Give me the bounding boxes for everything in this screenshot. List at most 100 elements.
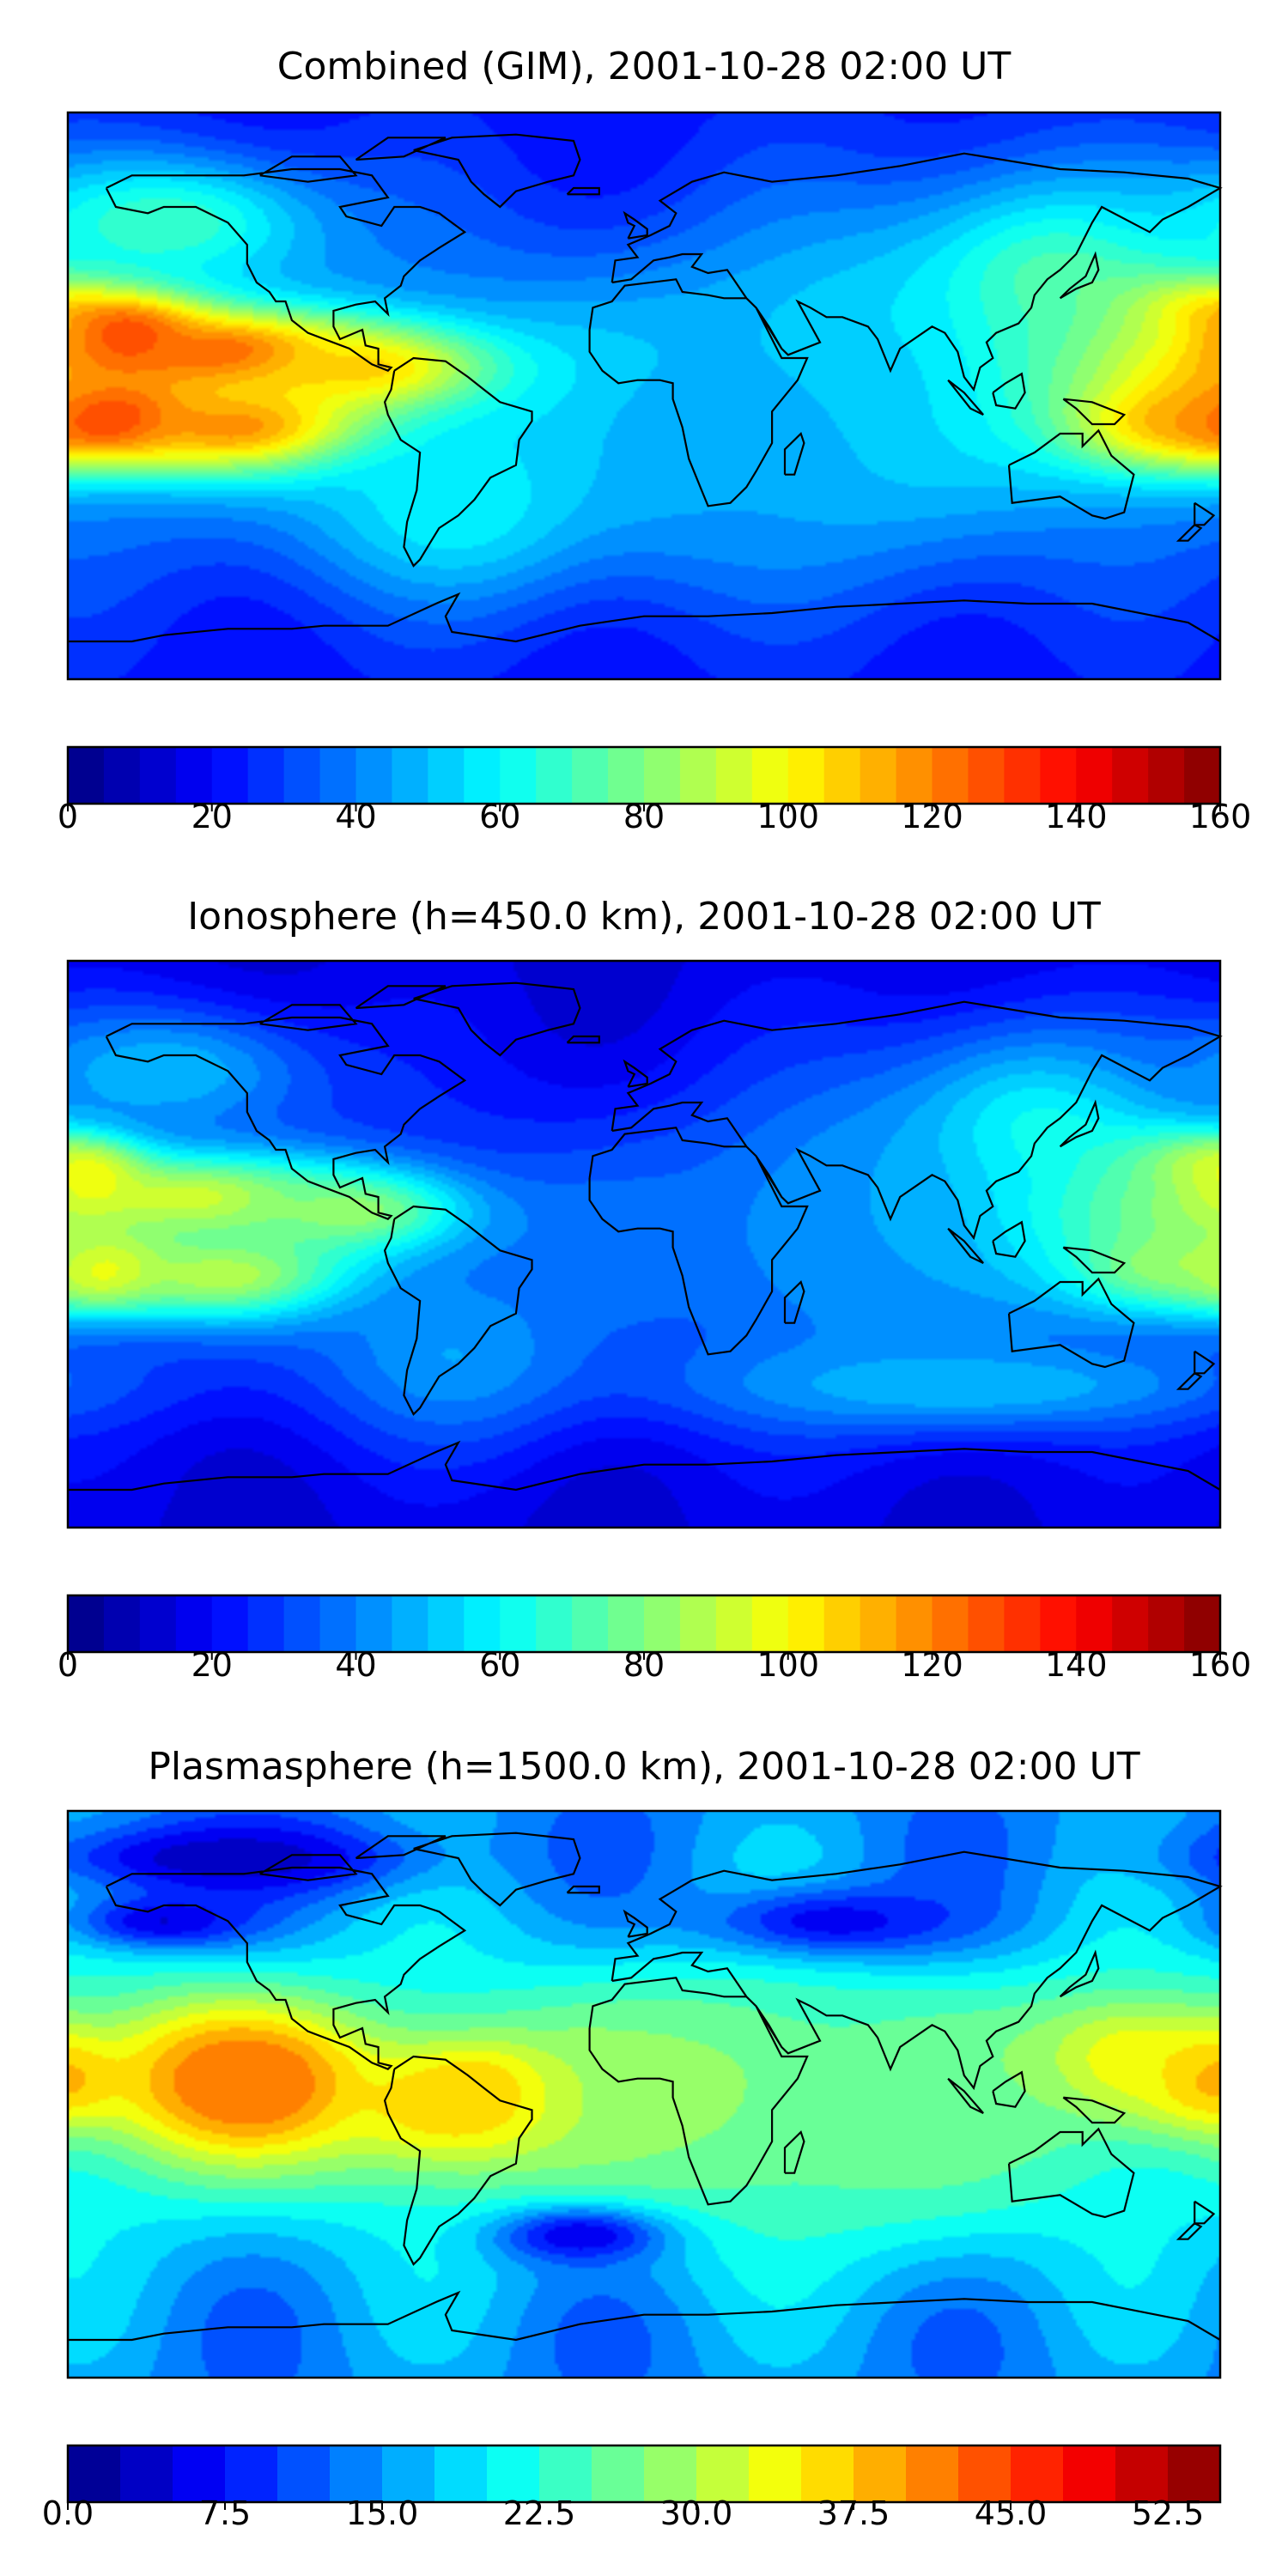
colorbar-segment — [68, 747, 105, 804]
panel-ionosphere: Ionosphere (h=450.0 km), 2001-10-28 02:0… — [58, 895, 1251, 1684]
heatmap-plasmasphere — [68, 1811, 1220, 2378]
map-frame — [66, 111, 1222, 681]
colorbar-segment — [608, 747, 645, 804]
colorbar-tick: 52.5 — [1132, 2494, 1205, 2532]
colorbar-segment — [860, 1595, 897, 1652]
colorbar-segment — [968, 747, 1005, 804]
colorbar-segment — [211, 747, 249, 804]
colorbar-segment — [696, 2445, 750, 2502]
colorbar-tick: 20 — [191, 1646, 233, 1684]
panel-plasmasphere: Plasmasphere (h=1500.0 km), 2001-10-28 0… — [42, 1745, 1223, 2532]
colorbar-segment — [1168, 2445, 1221, 2502]
colorbar-segment — [382, 2445, 435, 2502]
colorbar-segment — [103, 1595, 141, 1652]
colorbar-segment — [68, 1595, 105, 1652]
colorbar-tick: 100 — [756, 798, 819, 835]
colorbar-segment — [103, 747, 141, 804]
colorbar-plasmasphere — [66, 2444, 1222, 2510]
colorbar-segment — [139, 1595, 177, 1652]
colorbar-frame — [66, 2444, 1222, 2504]
heatmap-combined — [68, 112, 1220, 679]
colorbar-segment — [968, 1595, 1005, 1652]
colorbar-segment — [277, 2445, 331, 2502]
colorbar-segment — [715, 747, 753, 804]
colorbar-ticks: 0 20 40 60 80 100 120 140 160 — [58, 798, 1251, 835]
colorbar-ticks: 0.0 7.5 15.0 22.5 30.0 37.5 45.0 52.5 — [42, 2494, 1205, 2532]
colorbar-segment — [592, 2445, 645, 2502]
colorbar-ticks: 0 20 40 60 80 100 120 140 160 — [58, 1646, 1251, 1684]
colorbar-segment — [1076, 747, 1113, 804]
colorbar-segment — [1040, 1595, 1077, 1652]
colorbar-segment — [1076, 1595, 1113, 1652]
colorbar-segment — [572, 747, 609, 804]
colorbar-segment — [823, 747, 861, 804]
colorbar-tick: 120 — [901, 1646, 963, 1684]
panel-title: Combined (GIM), 2001-10-28 02:00 UT — [277, 45, 1012, 88]
colorbar-segment — [958, 2445, 1012, 2502]
colorbar-segment — [1011, 2445, 1064, 2502]
colorbar-segment — [247, 747, 285, 804]
heatmap-ionosphere — [68, 961, 1220, 1528]
colorbar-tick: 40 — [335, 798, 376, 835]
coastline-map — [68, 133, 1223, 643]
colorbar-segment — [644, 1595, 681, 1652]
colorbar-segment — [679, 1595, 717, 1652]
colorbar-segment — [175, 1595, 213, 1652]
panel-title: Ionosphere (h=450.0 km), 2001-10-28 02:0… — [187, 895, 1101, 939]
colorbar-segment — [173, 2445, 226, 2502]
colorbar-segment — [68, 2445, 121, 2502]
colorbar-segment — [1040, 747, 1077, 804]
colorbar-segment — [860, 747, 897, 804]
colorbar-segment — [715, 1595, 753, 1652]
colorbar-tick: 140 — [1045, 1646, 1108, 1684]
colorbar-tick: 30.0 — [660, 2494, 733, 2532]
colorbar-tick: 20 — [191, 798, 233, 835]
colorbar-segment — [319, 1595, 357, 1652]
panel-combined: Combined (GIM), 2001-10-28 02:00 UT 0 20… — [58, 45, 1251, 835]
colorbar-segment — [787, 1595, 825, 1652]
colorbar-segment — [801, 2445, 854, 2502]
colorbar-segment — [1148, 1595, 1185, 1652]
colorbar-segment — [464, 1595, 501, 1652]
map-frame — [66, 959, 1222, 1529]
colorbar-segment — [330, 2445, 383, 2502]
colorbar-segment — [751, 747, 789, 804]
colorbar-segment — [854, 2445, 907, 2502]
colorbar-segment — [500, 747, 537, 804]
colorbar-segment — [572, 1595, 609, 1652]
colorbar-segment — [487, 2445, 540, 2502]
colorbar-segment — [679, 747, 717, 804]
colorbar-segment — [536, 747, 573, 804]
colorbar-tick: 160 — [1189, 1646, 1252, 1684]
colorbar-segment — [319, 747, 357, 804]
colorbar-tick: 0 — [58, 1646, 78, 1684]
colorbar-tick: 0 — [58, 798, 78, 835]
colorbar-segment — [1148, 747, 1185, 804]
colorbar-tick: 45.0 — [975, 2494, 1048, 2532]
colorbar-segment — [392, 747, 428, 804]
colorbar-segment — [434, 2445, 488, 2502]
colorbar-segment — [1112, 1595, 1149, 1652]
coastline-map — [68, 1832, 1223, 2342]
colorbar-segment — [539, 2445, 592, 2502]
colorbar-segment — [608, 1595, 645, 1652]
colorbar-segment — [1184, 747, 1221, 804]
colorbar-segment — [751, 1595, 789, 1652]
colorbar-segment — [536, 1595, 573, 1652]
colorbar-segment — [355, 747, 393, 804]
map-frame — [66, 1809, 1222, 2379]
colorbar-segment — [428, 1595, 465, 1652]
colorbar-tick: 60 — [479, 798, 520, 835]
colorbar-segment — [225, 2445, 278, 2502]
colorbar-segment — [644, 2445, 697, 2502]
colorbar-segment — [932, 1595, 969, 1652]
colorbar-segment — [749, 2445, 802, 2502]
colorbar-segment — [211, 1595, 249, 1652]
colorbar-tick: 80 — [623, 798, 665, 835]
colorbar-segment — [1115, 2445, 1169, 2502]
colorbar-segment — [247, 1595, 285, 1652]
colorbar-segment — [1004, 1595, 1041, 1652]
colorbar-combined — [66, 745, 1222, 811]
colorbar-segment — [500, 1595, 537, 1652]
